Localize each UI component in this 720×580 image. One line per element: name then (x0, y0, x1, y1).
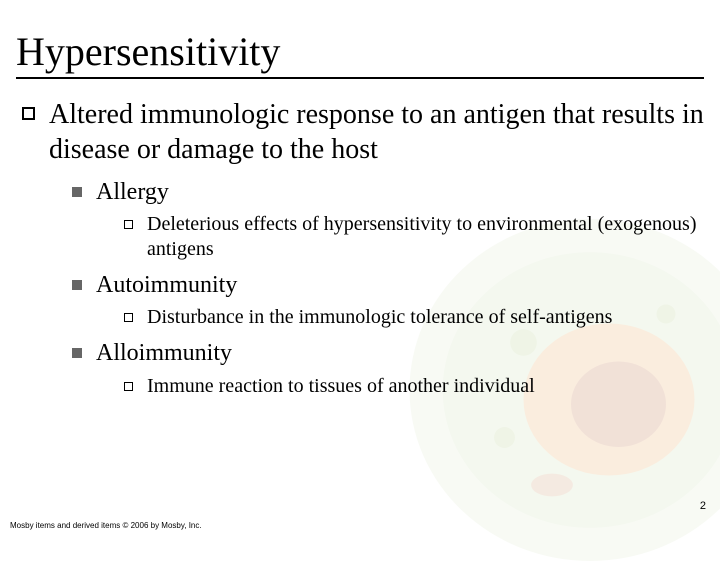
sub-item-label: Alloimmunity (96, 338, 232, 369)
square-filled-bullet (72, 187, 82, 197)
detail-text: Immune reaction to tissues of another in… (147, 374, 535, 399)
sub-item-autoimmunity: Autoimmunity (72, 270, 704, 301)
sub-item-label: Autoimmunity (96, 270, 237, 301)
detail-allergy: Deleterious effects of hypersensitivity … (124, 212, 704, 262)
sub-item-alloimmunity: Alloimmunity (72, 338, 704, 369)
detail-autoimmunity: Disturbance in the immunologic tolerance… (124, 305, 704, 330)
square-outline-small-bullet (124, 382, 133, 391)
detail-alloimmunity: Immune reaction to tissues of another in… (124, 374, 704, 399)
square-outline-small-bullet (124, 313, 133, 322)
page-number: 2 (700, 500, 706, 512)
main-point-text: Altered immunologic response to an antig… (49, 97, 704, 167)
detail-text: Deleterious effects of hypersensitivity … (147, 212, 704, 262)
square-filled-bullet (72, 348, 82, 358)
sub-item-label: Allergy (96, 177, 169, 208)
square-outline-small-bullet (124, 220, 133, 229)
sub-item-allergy: Allergy (72, 177, 704, 208)
square-filled-bullet (72, 280, 82, 290)
slide-title: Hypersensitivity (16, 28, 704, 79)
detail-text: Disturbance in the immunologic tolerance… (147, 305, 612, 330)
square-outline-bullet (22, 107, 35, 120)
main-point: Altered immunologic response to an antig… (16, 97, 704, 167)
copyright-footer: Mosby items and derived items © 2006 by … (10, 521, 202, 530)
